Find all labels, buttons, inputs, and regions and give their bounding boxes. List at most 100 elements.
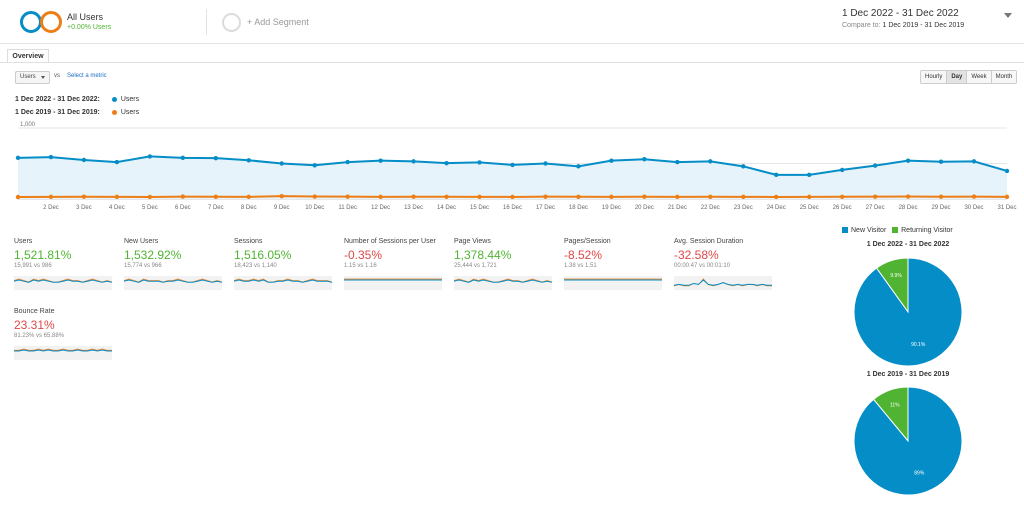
data-point[interactable] xyxy=(411,159,416,164)
data-point[interactable] xyxy=(48,154,54,160)
data-point[interactable] xyxy=(938,194,944,199)
data-point[interactable] xyxy=(378,158,383,163)
data-point[interactable] xyxy=(807,194,812,200)
metric-change-value: 1,532.92% xyxy=(124,248,182,262)
data-point[interactable] xyxy=(147,194,153,200)
tab-divider xyxy=(0,62,1024,63)
metric-change-value: -0.35% xyxy=(344,248,383,262)
summary-metric-pages-session[interactable]: Pages/Session -8.52% 1.38 vs 1.51 xyxy=(564,238,668,294)
data-point[interactable] xyxy=(180,155,186,161)
data-point[interactable] xyxy=(411,194,416,199)
data-point[interactable] xyxy=(279,193,284,199)
data-point[interactable] xyxy=(114,194,120,200)
data-point[interactable] xyxy=(872,163,878,168)
metric-comparison: 81.23% vs 65.88% xyxy=(14,333,65,339)
data-point[interactable] xyxy=(543,194,548,199)
data-point[interactable] xyxy=(543,161,548,166)
data-point[interactable] xyxy=(642,194,647,199)
summary-metric-new-users[interactable]: New Users 1,532.92% 15,774 vs 966 xyxy=(124,238,228,294)
metric-label: Bounce Rate xyxy=(14,308,55,315)
date-range-caret-icon[interactable] xyxy=(1004,13,1012,18)
sparkline-bg xyxy=(234,276,332,290)
data-point[interactable] xyxy=(675,194,680,200)
data-point[interactable] xyxy=(114,159,120,165)
data-point[interactable] xyxy=(807,172,812,178)
data-point[interactable] xyxy=(510,162,515,168)
date-range-picker[interactable]: 1 Dec 2022 - 31 Dec 2022 Compare to: 1 D… xyxy=(842,8,982,29)
data-point[interactable] xyxy=(15,155,21,161)
data-point[interactable] xyxy=(741,194,746,200)
data-point[interactable] xyxy=(971,159,977,164)
x-tick-label: 14 Dec xyxy=(437,205,456,211)
data-point[interactable] xyxy=(444,194,449,199)
granularity-month-button[interactable]: Month xyxy=(991,71,1017,83)
data-point[interactable] xyxy=(741,164,746,169)
pie-slice-new-visitor[interactable] xyxy=(853,386,963,496)
summary-metric-avg-session-duration[interactable]: Avg. Session Duration -32.58% 00:00:47 vs … xyxy=(674,238,778,294)
data-point[interactable] xyxy=(774,194,779,200)
select-metric-link[interactable]: Select a metric xyxy=(67,73,107,79)
data-point[interactable] xyxy=(872,194,878,199)
data-point[interactable] xyxy=(246,158,251,163)
sparkline-bg xyxy=(14,276,112,290)
data-point[interactable] xyxy=(774,172,779,178)
data-point[interactable] xyxy=(312,194,317,199)
data-point[interactable] xyxy=(1004,168,1010,174)
data-point[interactable] xyxy=(180,194,186,199)
data-point[interactable] xyxy=(213,194,218,199)
data-point[interactable] xyxy=(971,194,977,199)
data-point[interactable] xyxy=(675,159,680,165)
data-point[interactable] xyxy=(905,158,911,163)
data-point[interactable] xyxy=(15,194,21,200)
data-point[interactable] xyxy=(81,157,87,163)
data-point[interactable] xyxy=(444,160,449,166)
segment-all-users[interactable]: All Users +0.00% Users xyxy=(20,9,206,39)
data-point[interactable] xyxy=(708,159,713,164)
data-point[interactable] xyxy=(477,160,482,165)
tab-overview[interactable]: Overview xyxy=(7,49,49,63)
granularity-day-button[interactable]: Day xyxy=(947,71,968,83)
pie-slice-new-visitor[interactable] xyxy=(853,257,963,367)
summary-metric-bounce-rate[interactable]: Bounce Rate 23.31% 81.23% vs 65.88% xyxy=(14,308,118,364)
data-point[interactable] xyxy=(213,155,218,161)
x-tick-label: 17 Dec xyxy=(536,205,555,211)
data-point[interactable] xyxy=(510,194,515,200)
data-point[interactable] xyxy=(609,194,614,200)
data-point[interactable] xyxy=(708,194,713,199)
data-point[interactable] xyxy=(312,163,317,168)
data-point[interactable] xyxy=(378,194,383,200)
metric-label: Number of Sessions per User xyxy=(344,238,436,245)
legend-dot-icon xyxy=(111,96,117,102)
data-point[interactable] xyxy=(609,158,614,163)
data-point[interactable] xyxy=(642,157,647,162)
data-point[interactable] xyxy=(576,194,581,199)
summary-metric-page-views[interactable]: Page Views 1,378.44% 25,444 vs 1,721 xyxy=(454,238,558,294)
summary-metric-sessions[interactable]: Sessions 1,516.05% 18,423 vs 1,140 xyxy=(234,238,338,294)
x-tick-label: 9 Dec xyxy=(274,205,290,211)
data-point[interactable] xyxy=(905,194,911,199)
data-point[interactable] xyxy=(938,159,944,164)
add-segment-label: + Add Segment xyxy=(247,17,309,27)
data-point[interactable] xyxy=(345,194,350,199)
data-point[interactable] xyxy=(576,164,581,169)
granularity-week-button[interactable]: Week xyxy=(967,71,992,83)
metric-label: New Users xyxy=(124,238,159,245)
data-point[interactable] xyxy=(1004,194,1010,200)
granularity-hourly-button[interactable]: Hourly xyxy=(921,71,948,83)
legend-returning-visitor: Returning Visitor xyxy=(901,227,953,234)
data-point[interactable] xyxy=(839,167,845,173)
summary-metric-number-of-sessions-per-user[interactable]: Number of Sessions per User -0.35% 1.15 vs… xyxy=(344,238,448,294)
compare-prefix: Compare to: xyxy=(842,22,881,29)
summary-metric-users[interactable]: Users 1,521.81% 15,991 vs 986 xyxy=(14,238,118,294)
data-point[interactable] xyxy=(246,194,251,200)
data-point[interactable] xyxy=(279,161,284,166)
sparkline-current xyxy=(14,349,112,352)
data-point[interactable] xyxy=(81,194,87,199)
metric-select[interactable]: Users xyxy=(15,71,50,84)
data-point[interactable] xyxy=(147,154,153,159)
data-point[interactable] xyxy=(345,159,350,165)
data-point[interactable] xyxy=(48,194,54,200)
x-tick-label: 25 Dec xyxy=(800,205,819,211)
data-point[interactable] xyxy=(839,194,845,199)
data-point[interactable] xyxy=(477,194,482,200)
